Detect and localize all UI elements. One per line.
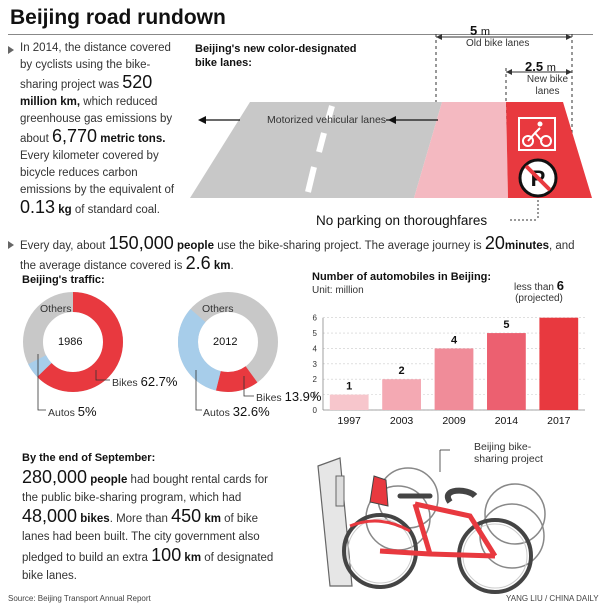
donut2-others: Others bbox=[202, 303, 234, 315]
bullet-icon bbox=[8, 241, 14, 249]
bar bbox=[382, 379, 421, 410]
motor-lanes-label: Motorized vehicular lanes bbox=[267, 114, 387, 126]
x-tick-label: 2014 bbox=[495, 415, 519, 427]
old-bike-lane bbox=[414, 102, 508, 198]
bar-value-label: 1 bbox=[346, 381, 352, 393]
donut1-autos: Autos 5% bbox=[48, 404, 97, 419]
title-divider bbox=[8, 34, 593, 35]
y-tick-label: 6 bbox=[313, 314, 318, 323]
x-tick-label: 2009 bbox=[442, 415, 466, 427]
x-tick-label: 1997 bbox=[338, 415, 362, 427]
new-lanes-label: New bike lanes bbox=[526, 74, 569, 97]
source-note: Source: Beijing Transport Annual Report bbox=[8, 594, 151, 603]
donut1-others: Others bbox=[40, 303, 72, 315]
bar-value-label: 4 bbox=[451, 334, 458, 346]
old-lanes-label: Old bike lanes bbox=[466, 38, 530, 49]
bar-value-label: 5 bbox=[503, 319, 509, 331]
chart-unit: Unit: million bbox=[312, 285, 364, 296]
x-tick-label: 2017 bbox=[547, 415, 571, 427]
motor-lanes bbox=[190, 102, 442, 198]
bar-value-label: 2 bbox=[399, 365, 405, 377]
daily-paragraph: Every day, about 150,000 people use the … bbox=[20, 233, 575, 273]
y-tick-label: 4 bbox=[313, 344, 318, 353]
y-tick-label: 3 bbox=[313, 360, 318, 369]
donut-1986 bbox=[23, 292, 123, 392]
traffic-title: Beijing's traffic: bbox=[22, 274, 105, 286]
x-tick-label: 2003 bbox=[390, 415, 414, 427]
chart-annotation: less than 6 (projected) bbox=[513, 278, 565, 304]
donut1-year: 1986 bbox=[58, 336, 83, 348]
bullet-icon bbox=[8, 46, 14, 54]
donut2-autos: Autos 32.6% bbox=[203, 404, 270, 419]
front-bike bbox=[342, 475, 533, 594]
bar bbox=[329, 394, 369, 410]
credit-note: YANG LIU / CHINA DAILY bbox=[506, 594, 599, 603]
bar bbox=[539, 317, 579, 410]
intro-paragraph: In 2014, the distance covered by cyclist… bbox=[20, 42, 175, 217]
road-illustration: P bbox=[190, 34, 592, 221]
bike-illustration bbox=[317, 449, 546, 594]
traffic-donuts bbox=[23, 292, 278, 411]
y-tick-label: 1 bbox=[313, 391, 318, 400]
width-25m: 2.5 m bbox=[525, 59, 556, 74]
y-tick-label: 2 bbox=[313, 375, 318, 384]
y-tick-label: 0 bbox=[313, 406, 318, 415]
donut-2012 bbox=[178, 292, 278, 392]
lane-dashes bbox=[305, 105, 335, 193]
automobile-bar-chart: 0 1 2 3 4 5 6 1 1997 2 2003 4 2009 5 2014 2017 bbox=[313, 314, 585, 427]
donut2-bikes: Bikes 13.9% bbox=[256, 389, 322, 404]
bike-lanes-title: Beijing's new color-designated bike lane… bbox=[195, 43, 357, 69]
chart-title: Number of automobiles in Beijing: bbox=[312, 271, 492, 283]
donut2-year: 2012 bbox=[213, 336, 238, 348]
bike-project-label: Beijing bike-sharing project bbox=[474, 441, 543, 465]
donut1-bikes: Bikes 62.7% bbox=[112, 374, 178, 389]
september-title: By the end of September: bbox=[22, 452, 156, 464]
width-5m: 5 m bbox=[470, 23, 491, 38]
page-title: Beijing road rundown bbox=[10, 6, 226, 29]
y-tick-label: 5 bbox=[313, 329, 318, 338]
bar bbox=[487, 333, 526, 410]
september-paragraph: 280,000 people had bought rental cards f… bbox=[22, 467, 274, 582]
no-parking-label: No parking on thoroughfares bbox=[316, 213, 488, 228]
bar bbox=[434, 348, 474, 410]
